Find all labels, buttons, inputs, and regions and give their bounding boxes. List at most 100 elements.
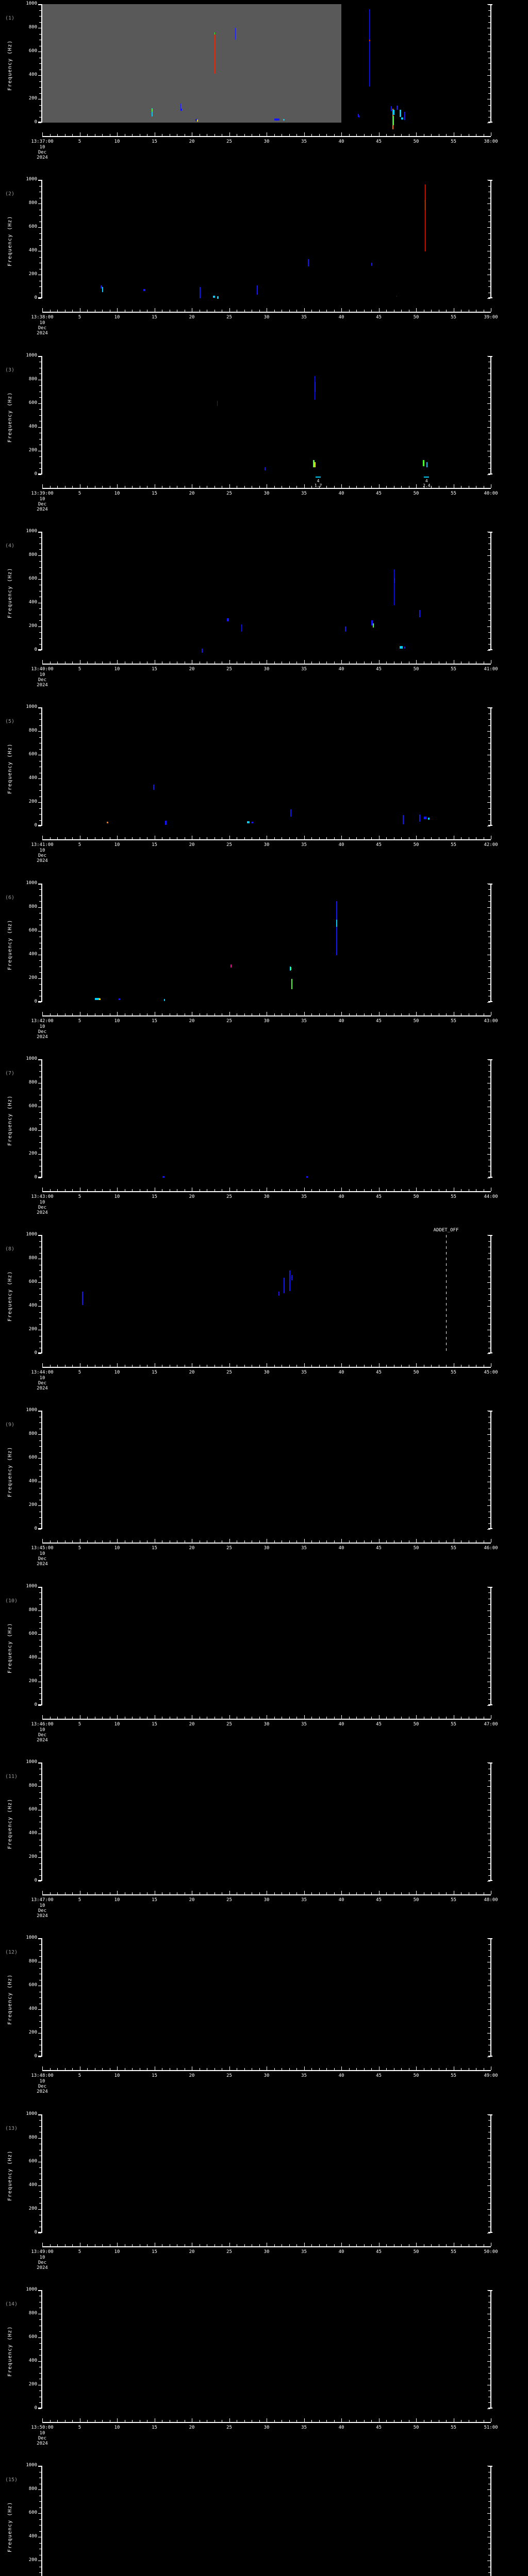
x-tick: [386, 1540, 387, 1543]
x-tick: [334, 1365, 335, 1367]
x-tick: [356, 2244, 357, 2246]
y-tick: [39, 1464, 41, 1465]
x-tick-label: 15: [152, 1897, 157, 1903]
x-tick: [72, 1716, 73, 1719]
x-tick: [341, 132, 342, 136]
y-axis-spine: [41, 1059, 42, 1178]
x-tick: [446, 1365, 447, 1367]
y-tick: [39, 1440, 41, 1441]
x-axis-spine: [42, 1894, 491, 1895]
x-axis-date-line: 10: [39, 1727, 45, 1733]
y-tick-label: 200: [28, 2206, 37, 2211]
axis-cap: [488, 531, 492, 533]
axis-cap: [488, 473, 492, 474]
y-tick: [39, 1300, 41, 1301]
x-tick: [341, 1539, 342, 1543]
x-tick-label: 20: [189, 1018, 195, 1024]
x-tick-label: 35: [301, 2249, 307, 2255]
y-tick-right: [488, 2179, 490, 2180]
y-tick-label: 600: [28, 1807, 37, 1812]
y-tick-right: [488, 1300, 490, 1301]
x-tick: [132, 485, 133, 488]
x-tick: [289, 1716, 290, 1719]
x-tick: [349, 310, 350, 312]
x-tick-label: 35: [301, 2425, 307, 2430]
detection-mark: [393, 110, 395, 115]
y-tick-right: [488, 2050, 490, 2052]
x-axis-date: 10 Dec 2024: [37, 2255, 48, 2270]
x-tick-label-start: 13:42:00: [31, 1018, 54, 1024]
detection-mark: [400, 646, 403, 649]
x-tick: [341, 836, 342, 840]
x-tick: [446, 1189, 447, 1191]
y-axis-right-spine: [490, 1411, 491, 1530]
x-tick: [304, 1891, 305, 1894]
y-tick-right: [488, 889, 490, 890]
y-tick-right: [488, 1452, 490, 1453]
x-tick: [132, 2419, 133, 2422]
panel-15: (15)Frequency (Hz)0200400600800100013:51…: [0, 2462, 528, 2576]
x-tick-label-start: 13:49:00: [31, 2249, 54, 2255]
panel-11: (11) Frequency (Hz) 0 200 400 600 800 1000 13:47…: [0, 1758, 528, 1934]
detection-mark: [195, 119, 198, 122]
y-tick-label: 800: [28, 1079, 37, 1085]
x-tick: [87, 1365, 88, 1367]
x-tick: [364, 1013, 365, 1015]
x-tick: [446, 1540, 447, 1543]
x-tick-label: 10: [114, 842, 120, 848]
y-tick-label: 1000: [26, 1232, 37, 1238]
x-tick: [274, 1716, 275, 1719]
y-tick: [39, 1616, 41, 1617]
y-axis-spine: [41, 355, 42, 474]
x-tick-label-start: 13:41:00: [31, 842, 54, 848]
x-tick: [102, 1365, 103, 1367]
x-tick: [386, 1892, 387, 1894]
y-tick: [39, 1446, 41, 1447]
y-tick-right: [488, 644, 490, 645]
axis-cap: [488, 355, 492, 357]
x-tick: [334, 1892, 335, 1894]
x-tick: [401, 1013, 402, 1015]
axis-cap: [488, 2290, 492, 2291]
x-axis-date: 10 Dec 2024: [37, 497, 48, 512]
y-tick-right: [487, 1130, 490, 1131]
y-tick-right: [488, 725, 490, 726]
x-tick: [102, 485, 103, 488]
panel-index-label: (5): [5, 719, 15, 725]
panel-13: (13) Frequency (Hz) 0 200 400 600 800 1000 13:49…: [0, 2110, 528, 2286]
x-tick-label-end: 40:00: [484, 490, 498, 496]
x-axis-spine: [42, 487, 491, 489]
x-tick-label-start: 13:48:00: [31, 2073, 54, 2079]
y-tick-right: [488, 1863, 490, 1864]
x-tick-label: 35: [301, 666, 307, 672]
x-tick-label: 50: [413, 666, 419, 672]
y-tick: [39, 1476, 41, 1477]
y-tick: [39, 22, 41, 23]
x-tick: [349, 2419, 350, 2422]
x-axis-date: 10 Dec 2024: [37, 672, 48, 688]
x-tick: [446, 661, 447, 664]
x-tick: [214, 837, 215, 840]
x-tick-label: 55: [451, 2249, 456, 2255]
y-tick-right: [488, 1774, 490, 1775]
y-tick: [38, 1762, 41, 1763]
y-tick: [39, 1071, 41, 1072]
y-tick: [39, 972, 41, 973]
x-tick: [304, 1363, 305, 1367]
x-tick-label-start: 13:45:00: [31, 1546, 54, 1551]
x-tick-label: 45: [376, 2073, 382, 2079]
y-tick: [39, 1592, 41, 1594]
y-tick-right: [487, 1434, 490, 1435]
x-tick-label: 15: [152, 2073, 157, 2079]
y-tick-label: 0: [34, 1526, 37, 1532]
x-tick: [341, 1187, 342, 1191]
x-tick: [304, 836, 305, 840]
y-tick: [39, 948, 41, 949]
y-tick: [39, 1628, 41, 1629]
y-tick: [39, 796, 41, 797]
axis-cap: [38, 4, 42, 5]
y-tick-right: [488, 215, 490, 216]
x-tick: [356, 661, 357, 664]
y-tick-label: 600: [28, 1455, 37, 1461]
x-tick-label: 40: [338, 1018, 344, 1024]
